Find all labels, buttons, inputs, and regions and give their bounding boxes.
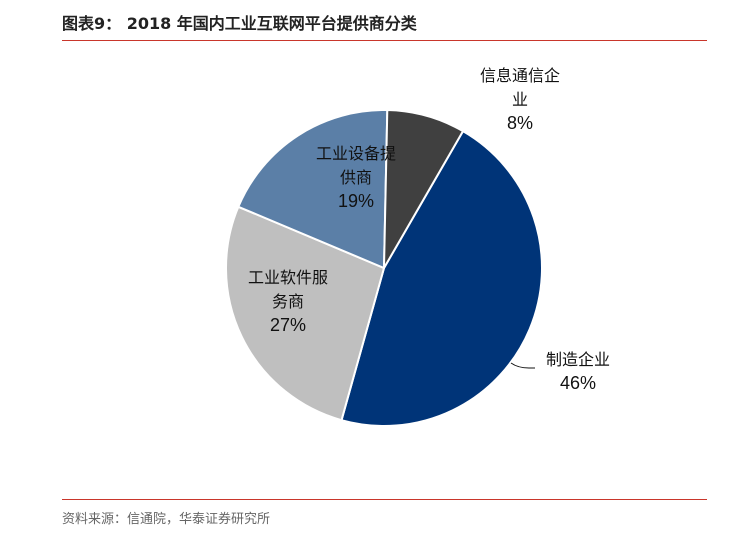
slice-percent-label: 46% (560, 373, 596, 393)
slice-label-manufacturing: 制造企业 46% (546, 350, 610, 393)
pie-slices (225, 109, 543, 427)
slice-label-text: 信息通信企 (480, 66, 560, 85)
pie-slice-software-service (225, 205, 385, 422)
slice-percent-label: 8% (507, 113, 533, 133)
chart-header: 图表9： 2018 年国内工业互联网平台提供商分类 (62, 13, 707, 39)
slice-label-text: 制造企业 (546, 350, 610, 369)
slice-label-text: 工业设备提 (316, 144, 396, 163)
slice-label-text: 工业软件服 (248, 268, 328, 287)
pie-slice-ict-enterprise (383, 109, 464, 269)
slice-label-text: 供商 (340, 168, 372, 187)
slice-percent-label: 27% (270, 315, 306, 335)
slice-percent-label: 19% (338, 191, 374, 211)
pie-slice-equipment-provider (237, 109, 389, 269)
slice-label-text: 业 (512, 90, 528, 109)
source-note: 资料来源：信通院，华泰证券研究所 (62, 512, 271, 527)
footer-divider (62, 499, 707, 500)
title-divider (62, 40, 707, 41)
slice-label-text: 务商 (272, 292, 304, 311)
leader-line-manufacturing (510, 362, 535, 369)
chart-title: 图表9： 2018 年国内工业互联网平台提供商分类 (62, 14, 417, 33)
pie-slice-manufacturing (340, 130, 543, 427)
